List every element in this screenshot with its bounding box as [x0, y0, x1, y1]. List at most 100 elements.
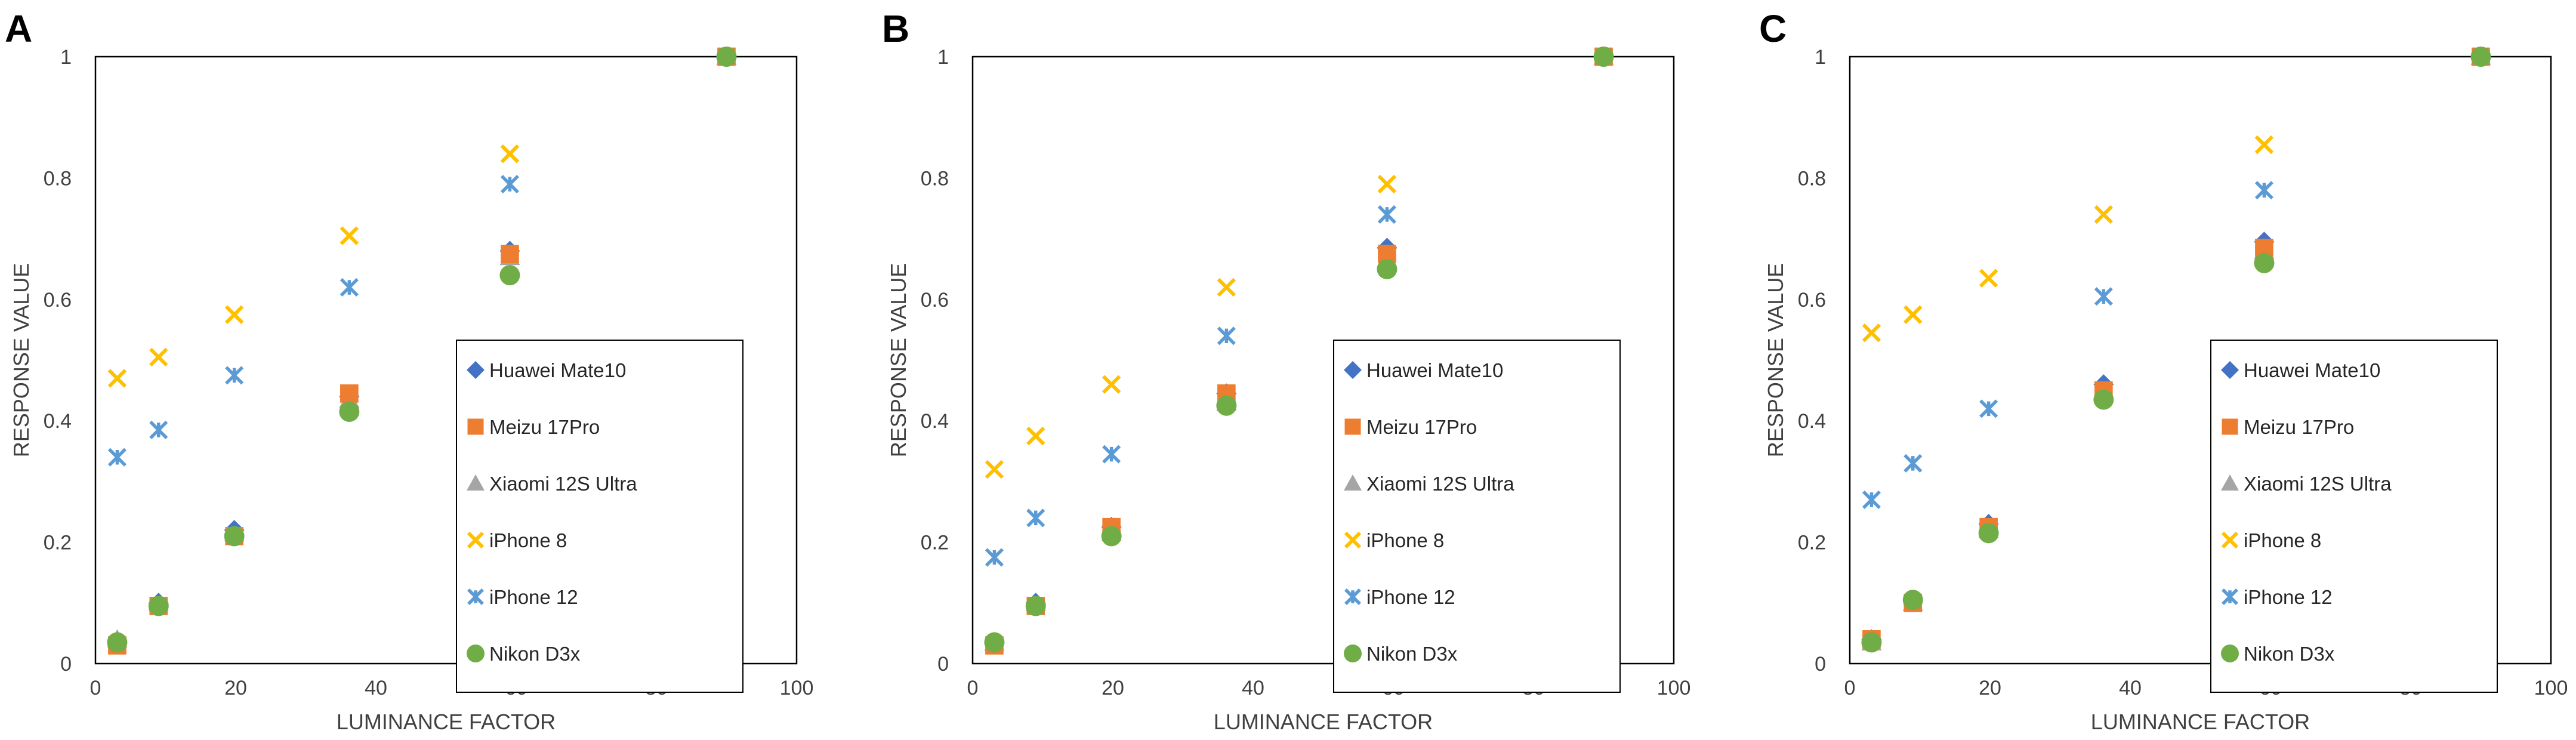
data-point	[339, 401, 360, 422]
legend-marker-meizu-17pro	[2222, 418, 2238, 435]
y-tick-label: 0.4	[44, 410, 72, 433]
legend-marker-meizu-17pro	[1344, 418, 1361, 435]
legend-marker-nikon-d3x	[2221, 645, 2239, 662]
legend-marker-xiaomi-12s-ultra	[2221, 474, 2239, 491]
data-point	[2094, 205, 2114, 224]
legend-label: Huawei Mate10	[1366, 359, 1503, 381]
y-tick-label: 1	[1815, 46, 1826, 69]
x-axis-label: LUMINANCE FACTOR	[337, 710, 556, 734]
y-tick-label: 0.8	[921, 167, 949, 190]
series-nikon-d3x	[107, 47, 737, 653]
legend-box	[456, 340, 744, 693]
legend-marker-huawei-mate10	[1344, 361, 1362, 379]
panel-label-c: C	[1759, 7, 1787, 50]
data-point	[148, 596, 169, 616]
data-point	[2254, 252, 2275, 273]
data-point	[340, 384, 359, 403]
data-point	[340, 226, 359, 245]
data-point	[149, 420, 168, 439]
y-tick-label: 0.6	[44, 289, 72, 312]
x-tick-label: 100	[780, 677, 814, 699]
y-tick-label: 0	[937, 653, 949, 676]
plot-frame	[1849, 56, 2552, 665]
legend-label: iPhone 8	[1366, 529, 1444, 551]
x-tick-label: 40	[2119, 677, 2142, 699]
legend-marker-iphone-8	[2221, 531, 2239, 549]
data-point	[107, 632, 128, 653]
legend-label: Nikon D3x	[2244, 643, 2335, 665]
series-iphone-8	[1862, 47, 2491, 343]
legend-label: Nikon D3x	[489, 643, 581, 665]
legend-marker-iphone-12	[467, 588, 484, 605]
y-tick-label: 0.6	[921, 289, 949, 312]
data-point	[1979, 399, 1998, 418]
series-nikon-d3x	[984, 47, 1614, 653]
plot-frame	[971, 56, 1675, 665]
legend-marker-xiaomi-12s-ultra	[1344, 474, 1362, 491]
data-point	[1377, 258, 1397, 279]
legend-marker-huawei-mate10	[2221, 361, 2239, 379]
x-axis-label: LUMINANCE FACTOR	[1214, 710, 1433, 734]
data-point	[1026, 508, 1045, 528]
x-tick-label: 20	[224, 677, 247, 699]
x-tick-label: 20	[1979, 677, 2001, 699]
data-point	[1217, 326, 1236, 346]
legend-marker-nikon-d3x	[1344, 645, 1362, 662]
legend-label: iPhone 12	[1366, 586, 1455, 608]
y-axis-label: RESPONSE VALUE	[1763, 263, 1788, 457]
data-point	[1978, 523, 1999, 544]
data-point	[985, 548, 1004, 567]
legend-box	[2210, 340, 2498, 693]
legend-label: Huawei Mate10	[489, 359, 626, 381]
legend-label: Huawei Mate10	[2244, 359, 2380, 381]
y-tick-label: 0.8	[44, 167, 72, 190]
legend-marker-iphone-12	[1344, 588, 1361, 605]
data-point	[500, 175, 519, 194]
data-point	[1904, 305, 1923, 324]
data-point	[224, 526, 245, 547]
data-point	[1101, 526, 1122, 547]
x-tick-label: 40	[1242, 677, 1264, 699]
x-tick-label: 0	[90, 677, 101, 699]
data-point	[2254, 181, 2273, 200]
y-tick-label: 0.6	[1798, 289, 1826, 312]
data-point	[501, 245, 519, 263]
y-tick-label: 0.2	[44, 532, 72, 554]
y-tick-label: 0	[60, 653, 72, 676]
legend-label: iPhone 8	[2244, 529, 2321, 551]
legend-marker-xiaomi-12s-ultra	[467, 474, 485, 491]
data-point	[107, 369, 127, 388]
x-tick-label: 100	[1657, 677, 1691, 699]
legend-marker-iphone-12	[2222, 588, 2238, 605]
legend-marker-meizu-17pro	[467, 418, 484, 435]
x-tick-label: 20	[1102, 677, 1124, 699]
data-point	[1862, 323, 1881, 343]
data-point	[149, 347, 168, 367]
data-point	[1862, 490, 1881, 509]
data-point	[716, 47, 737, 67]
series-iphone-8	[107, 47, 736, 388]
legend-label: iPhone 8	[489, 529, 567, 551]
data-point	[1102, 375, 1121, 394]
data-point	[1102, 445, 1121, 464]
data-point	[1377, 174, 1397, 194]
legend-marker-huawei-mate10	[467, 361, 485, 379]
y-tick-label: 0	[1815, 653, 1826, 676]
x-tick-label: 40	[365, 677, 387, 699]
legend-marker-iphone-8	[1344, 531, 1362, 549]
data-point	[2094, 287, 2113, 306]
legend-label: Xiaomi 12S Ultra	[489, 473, 637, 495]
data-point	[1026, 426, 1045, 446]
y-tick-label: 1	[60, 46, 72, 69]
panel-label-b: B	[882, 7, 909, 50]
data-point	[985, 460, 1004, 479]
data-point	[1861, 632, 1882, 653]
y-tick-label: 0.4	[1798, 410, 1826, 433]
y-tick-label: 0.4	[921, 410, 949, 433]
data-point	[984, 632, 1005, 653]
